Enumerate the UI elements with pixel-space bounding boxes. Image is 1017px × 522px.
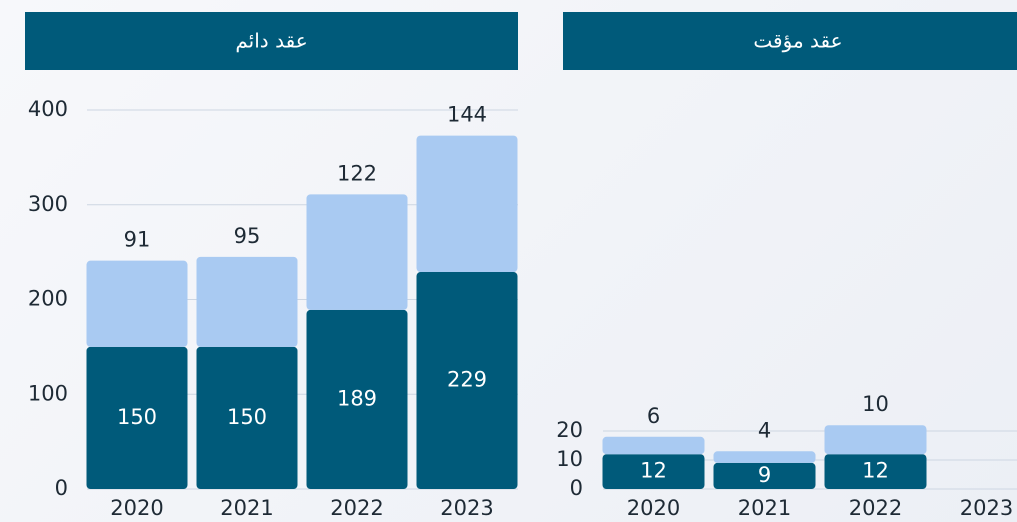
- value-label: 10: [862, 392, 889, 416]
- bar-segment: [713, 451, 816, 463]
- y-tick-label: 400: [28, 97, 68, 121]
- bar-segment: [416, 135, 518, 273]
- bar-segment: [86, 260, 188, 347]
- value-label: 12: [640, 459, 667, 483]
- y-tick-label: 100: [28, 381, 68, 405]
- x-tick-label: 2022: [849, 496, 902, 520]
- value-label: 6: [647, 404, 660, 428]
- value-label: 189: [337, 386, 377, 410]
- y-tick-label: 20: [556, 418, 583, 442]
- bar-segment: [602, 436, 705, 455]
- x-tick-label: 2021: [738, 496, 791, 520]
- header: [25, 12, 518, 70]
- x-tick-label: 2021: [220, 496, 273, 520]
- y-tick-label: 200: [28, 287, 68, 311]
- bar-segment: [602, 454, 705, 489]
- bar-segment: [196, 256, 298, 347]
- value-label: 144: [447, 103, 487, 127]
- value-label: 150: [117, 405, 157, 429]
- value-label: 122: [337, 161, 377, 185]
- value-label: 95: [234, 224, 261, 248]
- bar-segment: [86, 346, 188, 489]
- bar-segment: [713, 462, 816, 489]
- bar-segment: [306, 194, 408, 310]
- value-label: 91: [124, 228, 151, 252]
- y-tick-label: 0: [570, 476, 583, 500]
- x-tick-label: 2022: [330, 496, 383, 520]
- bar-segment: [306, 309, 408, 489]
- value-label: 9: [758, 463, 771, 487]
- x-tick-label: 2023: [960, 496, 1013, 520]
- bar-segment: [824, 425, 927, 455]
- y-tick-label: 0: [55, 476, 68, 500]
- value-label: 150: [227, 405, 267, 429]
- value-label: 12: [862, 459, 889, 483]
- y-tick-label: 300: [28, 192, 68, 216]
- chart-title: عقد دائم: [235, 29, 307, 53]
- y-tick-label: 10: [556, 447, 583, 471]
- chart-title: عقد مؤقت: [753, 29, 842, 53]
- bar-segment: [824, 454, 927, 489]
- value-label: 229: [447, 368, 487, 392]
- bar-segment: [196, 346, 298, 489]
- header: [563, 12, 1017, 70]
- x-tick-label: 2020: [110, 496, 163, 520]
- x-tick-label: 2023: [440, 496, 493, 520]
- bar-segment: [416, 272, 518, 489]
- x-tick-label: 2020: [627, 496, 680, 520]
- value-label: 4: [758, 418, 771, 442]
